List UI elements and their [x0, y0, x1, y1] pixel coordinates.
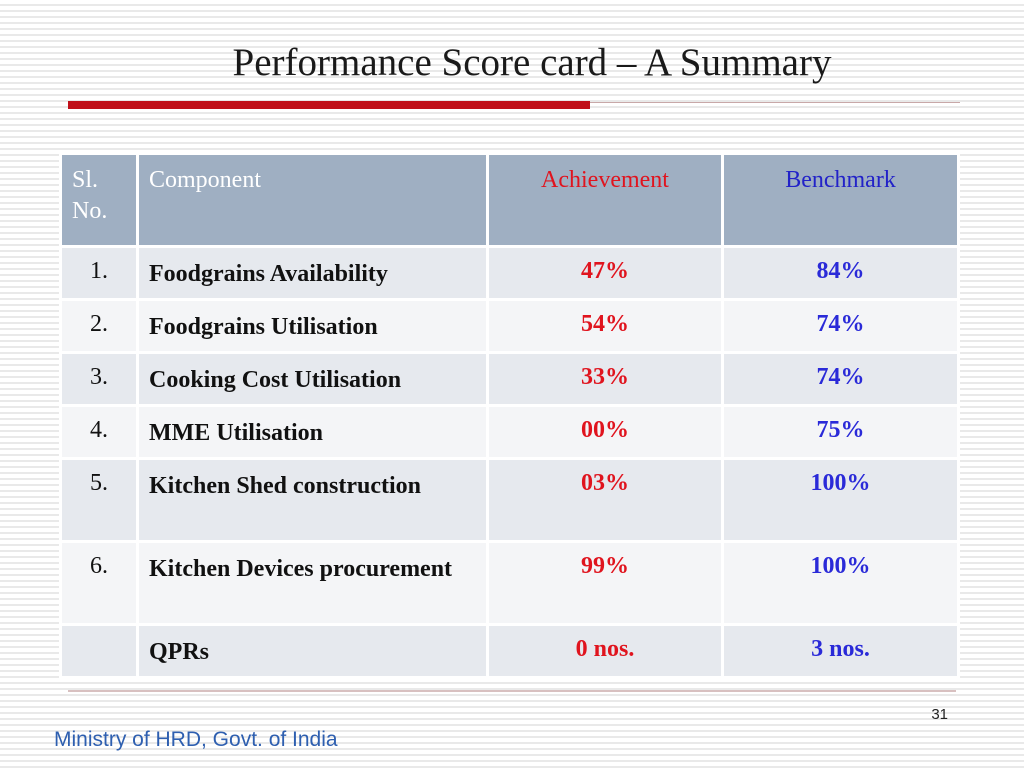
row-sl-no: 5.	[59, 457, 139, 543]
row-component: MME Utilisation	[136, 404, 489, 460]
row-component: Foodgrains Utilisation	[136, 298, 489, 354]
row-component: QPRs	[136, 623, 489, 679]
row-achievement: 33%	[486, 351, 724, 407]
footer-organization: Ministry of HRD, Govt. of India	[54, 728, 338, 751]
footer-divider	[68, 690, 956, 692]
table-row: 6. Kitchen Devices procurement 99% 100%	[59, 540, 960, 626]
scorecard-table: Sl. No. Component Achievement Benchmark …	[59, 152, 960, 679]
row-sl-no: 2.	[59, 298, 139, 354]
row-benchmark: 74%	[721, 351, 960, 407]
row-achievement: 0 nos.	[486, 623, 724, 679]
row-sl-no: 6.	[59, 540, 139, 626]
row-benchmark: 84%	[721, 245, 960, 301]
row-component: Kitchen Devices procurement	[136, 540, 489, 626]
row-benchmark: 100%	[721, 540, 960, 626]
row-component: Foodgrains Availability	[136, 245, 489, 301]
header-benchmark: Benchmark	[721, 152, 960, 248]
row-sl-no: 4.	[59, 404, 139, 460]
header-component: Component	[136, 152, 489, 248]
row-achievement: 47%	[486, 245, 724, 301]
row-sl-no	[59, 623, 139, 679]
header-achievement: Achievement	[486, 152, 724, 248]
row-achievement: 00%	[486, 404, 724, 460]
row-benchmark: 74%	[721, 298, 960, 354]
table-header-row: Sl. No. Component Achievement Benchmark	[59, 152, 960, 248]
table-row: 1. Foodgrains Availability 47% 84%	[59, 245, 960, 301]
row-benchmark: 3 nos.	[721, 623, 960, 679]
table-row: QPRs 0 nos. 3 nos.	[59, 623, 960, 679]
row-sl-no: 1.	[59, 245, 139, 301]
row-component: Kitchen Shed construction	[136, 457, 489, 543]
table-row: 2. Foodgrains Utilisation 54% 74%	[59, 298, 960, 354]
row-achievement: 99%	[486, 540, 724, 626]
row-component: Cooking Cost Utilisation	[136, 351, 489, 407]
header-sl-no: Sl. No.	[59, 152, 139, 248]
page-number: 31	[931, 706, 948, 723]
table-row: 4. MME Utilisation 00% 75%	[59, 404, 960, 460]
table-row: 5. Kitchen Shed construction 03% 100%	[59, 457, 960, 543]
row-benchmark: 75%	[721, 404, 960, 460]
row-benchmark: 100%	[721, 457, 960, 543]
table-row: 3. Cooking Cost Utilisation 33% 74%	[59, 351, 960, 407]
row-sl-no: 3.	[59, 351, 139, 407]
title-divider-red	[68, 101, 590, 109]
row-achievement: 03%	[486, 457, 724, 543]
slide-title: Performance Score card – A Summary	[232, 41, 832, 84]
row-achievement: 54%	[486, 298, 724, 354]
